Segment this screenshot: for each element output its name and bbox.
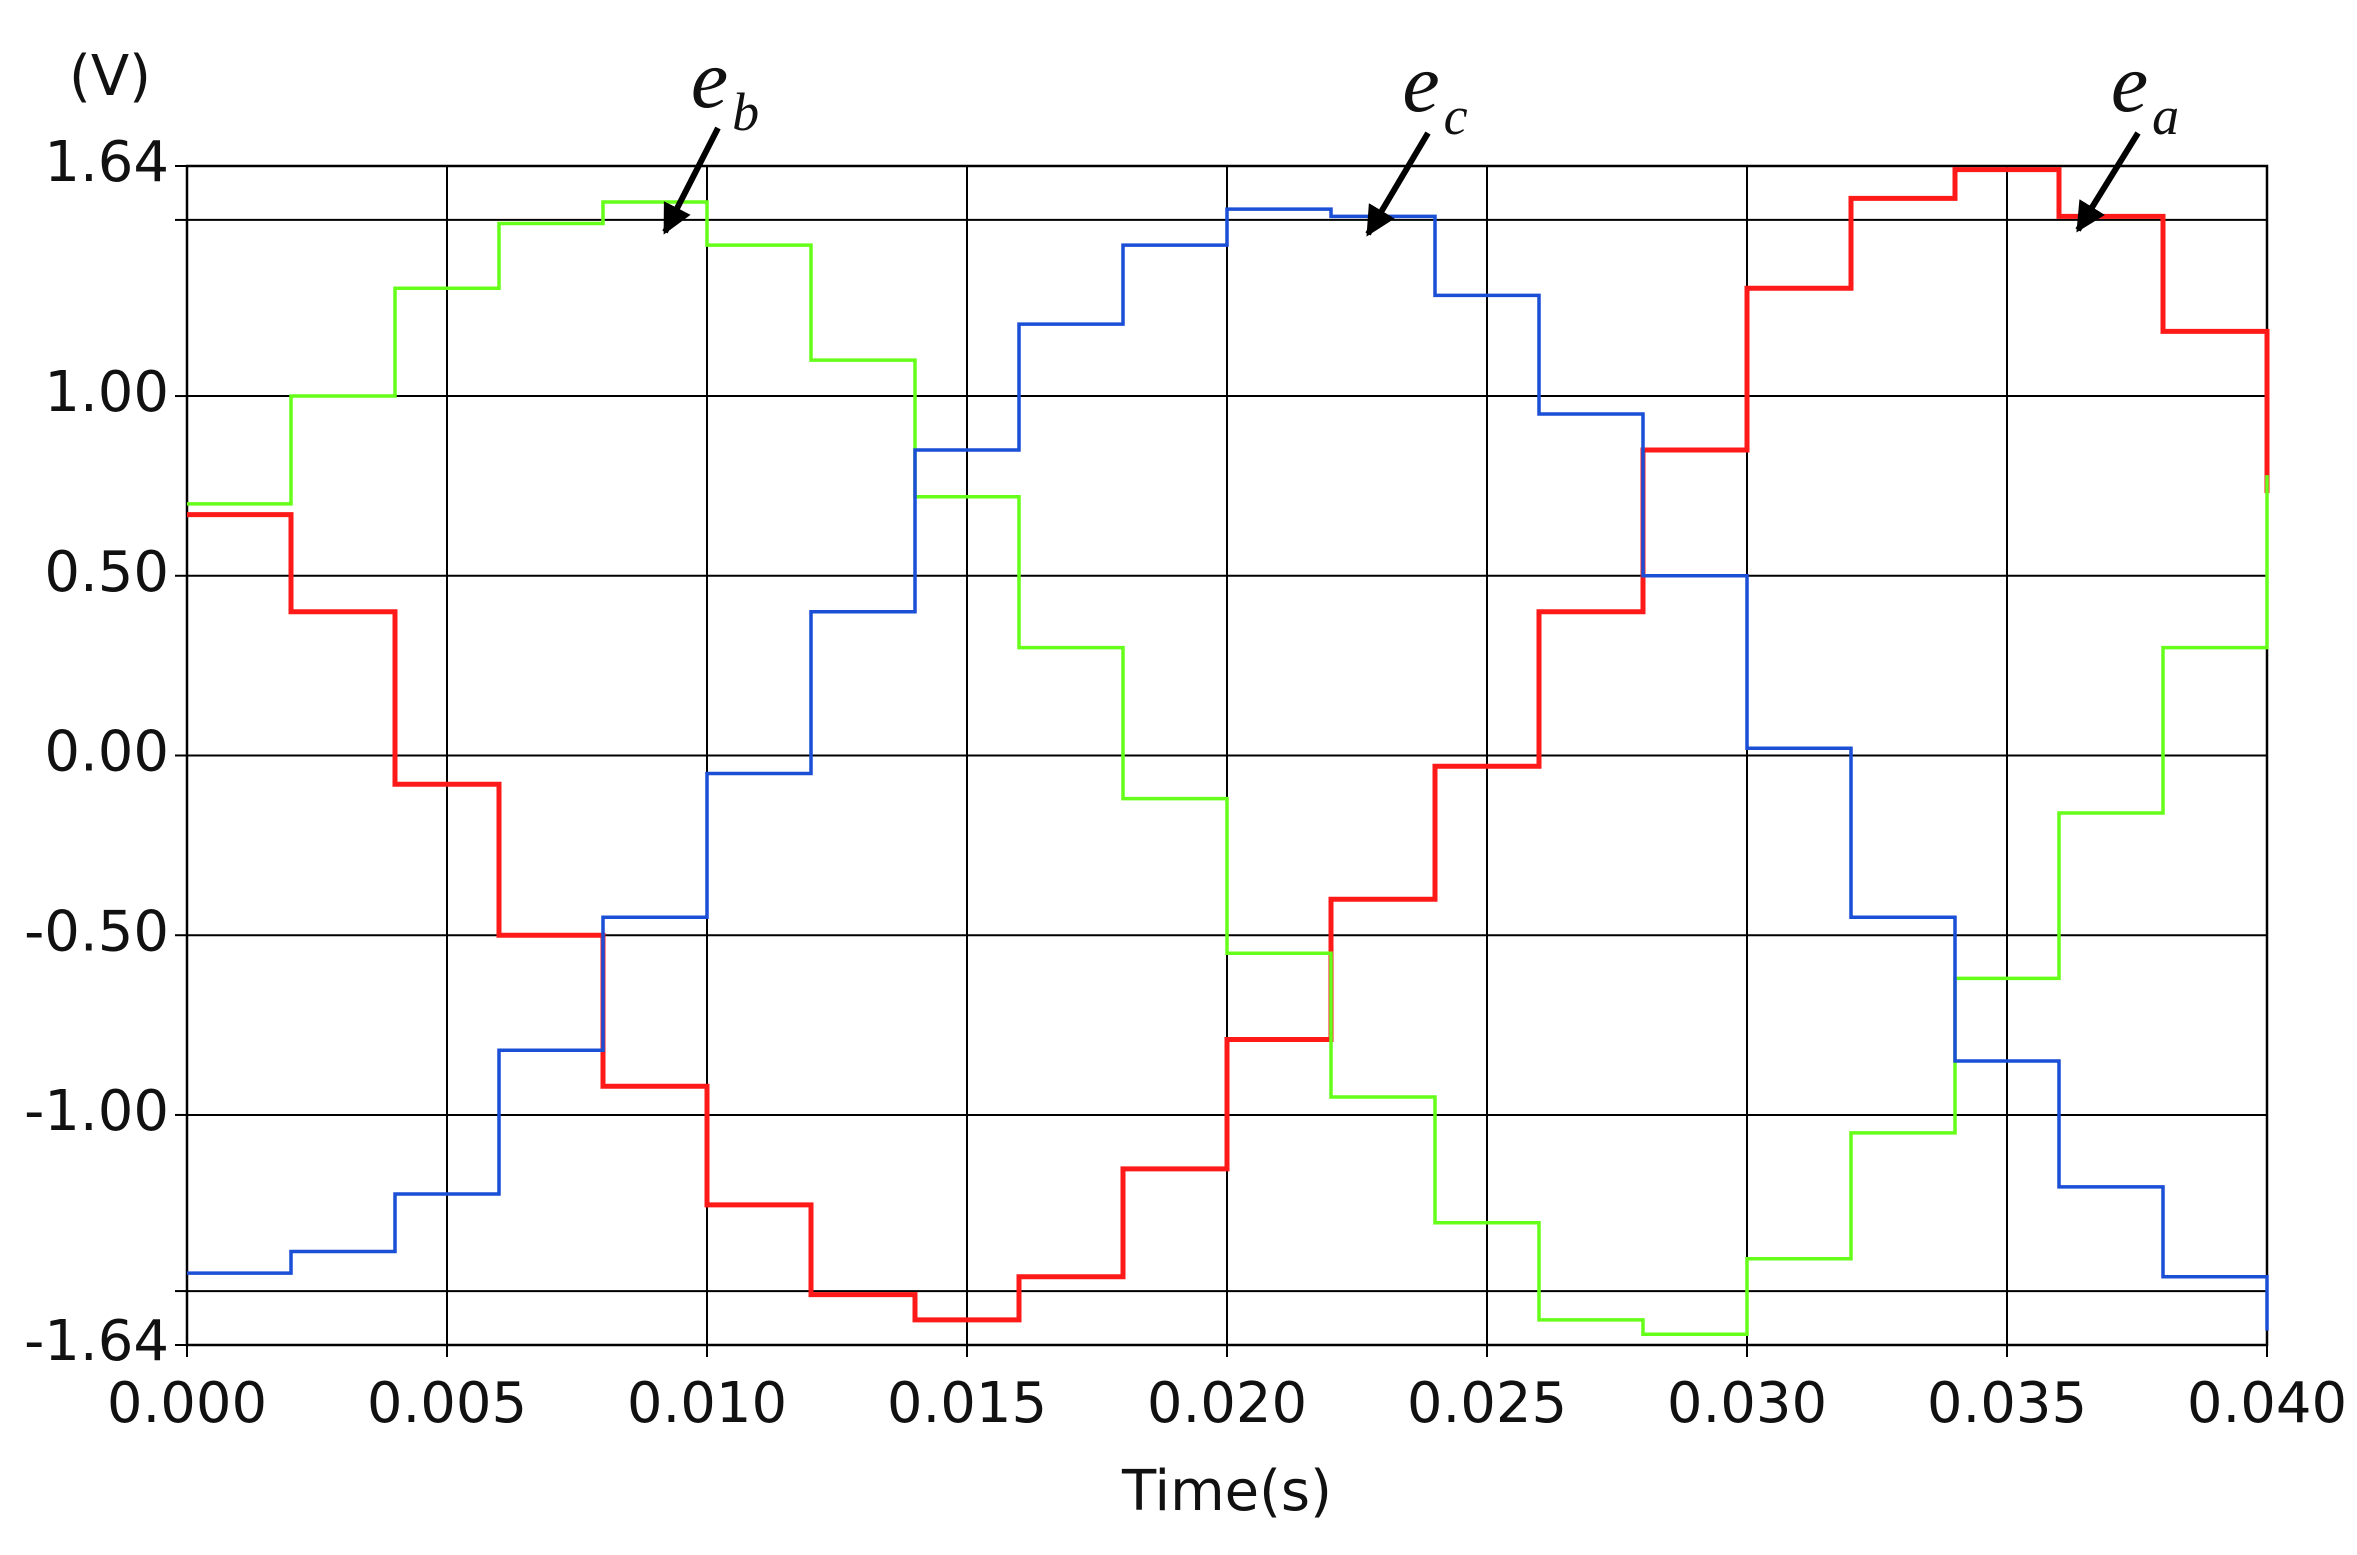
annotation: eb (691, 33, 759, 142)
annotation-subscript: b (732, 82, 759, 142)
x-tick-label: 0.010 (627, 1371, 787, 1436)
annotation-subscript: c (1444, 86, 1468, 146)
y-tick-label: -0.50 (24, 899, 169, 964)
y-tick-label: -1.00 (24, 1079, 169, 1144)
x-tick-label: 0.005 (367, 1371, 527, 1436)
annotation: ea (2111, 37, 2179, 146)
x-tick-label: 0.025 (1407, 1371, 1567, 1436)
annotation-text: e (1402, 37, 1439, 130)
x-tick-label: 0.015 (887, 1371, 1047, 1436)
plot-border (185, 164, 2269, 1347)
x-axis-label: Time(s) (1121, 1459, 1332, 1524)
x-tick-label: 0.000 (107, 1371, 267, 1436)
annotation-subscript: a (2152, 86, 2179, 146)
y-tick-label: 0.50 (44, 540, 169, 605)
y-tick-label: 1.64 (44, 130, 169, 195)
series-line (187, 207, 2269, 1331)
y-tick-label: -1.64 (24, 1309, 169, 1374)
y-tick-label: 0.00 (44, 720, 169, 785)
x-tick-label: 0.035 (1927, 1371, 2087, 1436)
y-tick-label: 1.00 (44, 360, 169, 425)
annotation-arrow (1365, 131, 1431, 237)
series-line (187, 200, 2269, 1336)
annotation-text: e (691, 33, 728, 126)
x-tick-label: 0.040 (2187, 1371, 2347, 1436)
x-tick-label: 0.020 (1147, 1371, 1307, 1436)
x-tick-label: 0.030 (1667, 1371, 1827, 1436)
y-unit-label: (V) (69, 44, 151, 109)
series-line (187, 167, 2270, 1323)
annotation-text: e (2111, 37, 2148, 130)
annotation: ec (1402, 37, 1467, 146)
annotation-arrow (662, 126, 721, 235)
annotation-arrow (2075, 131, 2141, 233)
